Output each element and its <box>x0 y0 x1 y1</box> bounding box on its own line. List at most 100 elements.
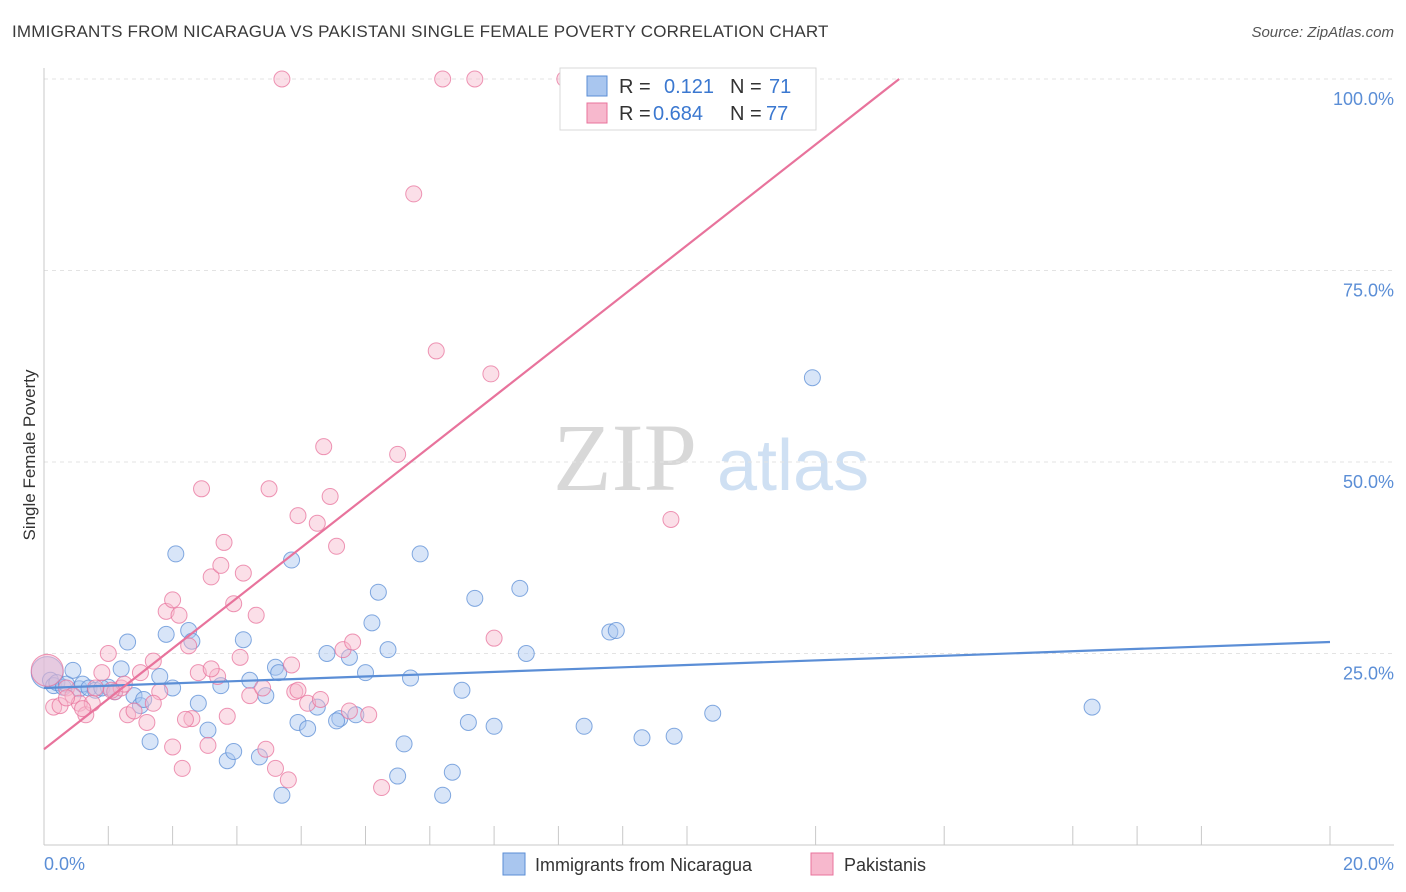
point-1-9 <box>93 664 111 682</box>
point-0-34 <box>299 720 317 738</box>
point-1-73 <box>74 700 92 718</box>
legend-stats: R = 0.121 N = 71 R = 0.684 N = 77 <box>559 67 817 131</box>
point-1-24 <box>183 710 201 728</box>
legend-n-value-1: 71 <box>769 76 791 98</box>
point-1-14 <box>125 702 143 720</box>
watermark-zip: ZIP <box>553 404 697 511</box>
point-1-38 <box>254 679 272 697</box>
axes <box>43 68 1394 846</box>
x-tick-labels: 0.0% 20.0% <box>44 854 1394 874</box>
point-0-12 <box>112 660 130 678</box>
point-0-51 <box>459 713 477 731</box>
point-0-20 <box>167 545 185 563</box>
legend-bottom-label-nicaragua: Immigrants from Nicaragua <box>535 855 753 875</box>
point-1-57 <box>405 185 423 203</box>
point-0-32 <box>283 551 301 569</box>
chart-source: Source: ZipAtlas.com <box>1251 24 1394 41</box>
point-1-21 <box>170 606 188 624</box>
x-tick-label-1: 20.0% <box>1343 854 1394 874</box>
point-1-26 <box>193 480 211 498</box>
point-1-61 <box>482 365 500 383</box>
point-1-0 <box>30 653 64 687</box>
point-1-36 <box>241 687 259 705</box>
point-0-49 <box>443 763 461 781</box>
point-0-67 <box>328 712 346 730</box>
point-0-54 <box>511 579 529 597</box>
point-1-46 <box>299 694 317 712</box>
point-0-13 <box>119 633 137 651</box>
point-1-32 <box>218 707 236 725</box>
point-0-36 <box>318 645 336 662</box>
point-1-22 <box>173 759 191 777</box>
point-1-10 <box>99 645 117 662</box>
point-1-34 <box>231 648 249 666</box>
point-1-27 <box>199 736 217 754</box>
legend-n-label-2: N = <box>730 103 762 125</box>
point-1-52 <box>340 702 358 720</box>
trend-lines <box>43 78 1331 751</box>
point-1-53 <box>344 633 362 651</box>
point-1-25 <box>189 664 207 682</box>
point-1-16 <box>138 713 156 731</box>
point-1-59 <box>434 70 452 88</box>
point-1-47 <box>308 514 326 532</box>
point-0-65 <box>135 690 153 708</box>
point-1-48 <box>315 438 333 456</box>
point-1-72 <box>202 660 220 678</box>
point-0-60 <box>665 727 683 745</box>
point-0-23 <box>199 721 217 739</box>
point-1-58 <box>427 342 445 360</box>
point-0-25 <box>218 752 236 770</box>
point-0-26 <box>225 743 243 761</box>
point-0-43 <box>379 641 397 659</box>
point-0-44 <box>389 767 407 785</box>
point-0-48 <box>434 786 452 804</box>
point-1-40 <box>266 759 284 777</box>
y-tick-label-1: 50.0% <box>1343 472 1394 492</box>
x-tick-label-0: 0.0% <box>44 854 85 874</box>
point-1-28 <box>202 568 220 586</box>
point-1-56 <box>389 445 407 463</box>
legend-r-value-2: 0.684 <box>653 103 703 125</box>
point-1-65 <box>662 510 680 528</box>
point-0-47 <box>411 545 429 563</box>
legend-r-value-1: 0.121 <box>664 76 714 98</box>
point-0-63 <box>1083 698 1101 716</box>
point-1-20 <box>164 591 182 609</box>
point-0-59 <box>633 729 651 747</box>
y-tick-label-0: 25.0% <box>1343 664 1394 684</box>
point-1-33 <box>225 595 243 613</box>
point-0-16 <box>141 733 159 751</box>
legend-series: Immigrants from Nicaragua Pakistanis <box>502 852 926 876</box>
y-axis-label: Single Female Poverty <box>20 369 39 541</box>
watermark: ZIP atlas <box>553 404 869 511</box>
trend-line-0 <box>43 640 1331 690</box>
point-1-1 <box>45 698 63 716</box>
series-pakistanis-points <box>30 70 680 797</box>
point-1-75 <box>289 681 307 699</box>
point-0-27 <box>234 631 252 649</box>
point-0-50 <box>453 681 471 699</box>
legend-swatch-nicaragua <box>586 75 608 97</box>
point-1-69 <box>164 738 182 756</box>
watermark-atlas: atlas <box>717 426 869 506</box>
point-1-45 <box>289 507 307 525</box>
legend-r-label-2: R = <box>619 103 651 125</box>
y-tick-label-2: 75.0% <box>1343 281 1394 301</box>
point-1-39 <box>260 480 278 498</box>
point-0-53 <box>485 717 503 735</box>
point-0-6 <box>64 661 82 679</box>
legend-bottom-label-pakistanis: Pakistanis <box>844 855 926 875</box>
legend-swatch-pakistanis <box>586 102 608 124</box>
point-0-33 <box>289 713 307 731</box>
point-0-52 <box>466 589 484 607</box>
point-0-17 <box>151 667 169 685</box>
point-1-31 <box>215 533 233 551</box>
point-1-60 <box>466 70 484 88</box>
point-1-54 <box>360 706 378 724</box>
y-tick-labels: 25.0% 50.0% 75.0% 100.0% <box>1333 89 1394 684</box>
legend-bottom-swatch-pakistanis <box>810 852 834 876</box>
point-0-58 <box>607 622 625 640</box>
point-0-40 <box>357 664 374 682</box>
